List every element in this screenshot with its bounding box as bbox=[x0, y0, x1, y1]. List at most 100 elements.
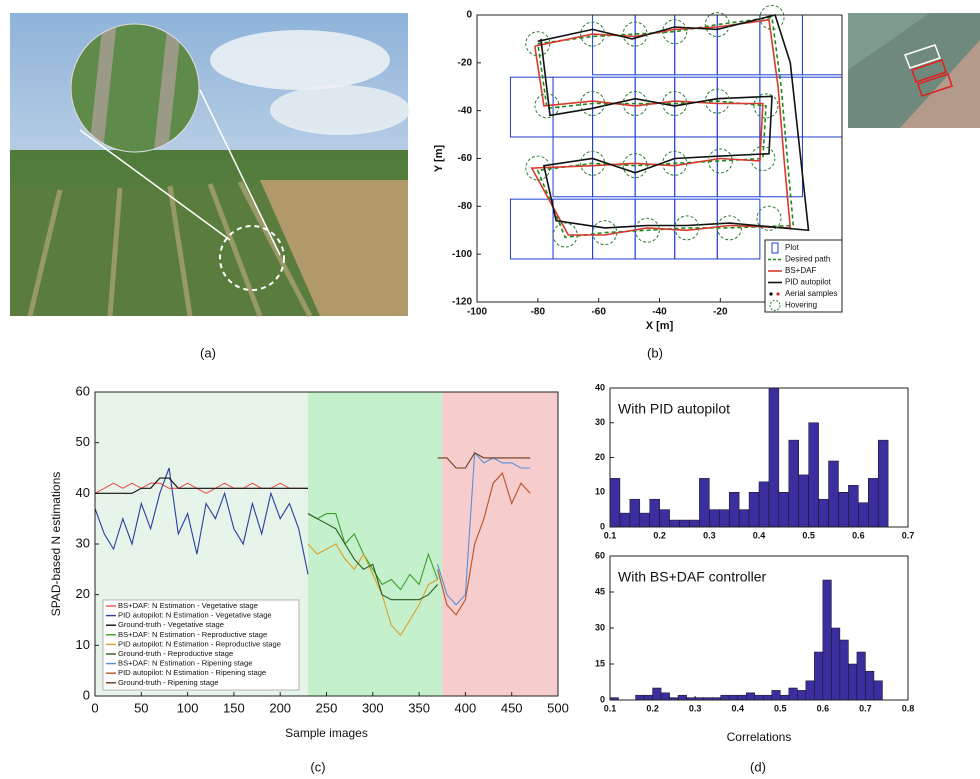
histogram-bar bbox=[635, 694, 645, 701]
inset-image bbox=[848, 13, 980, 128]
histogram-bar bbox=[848, 663, 858, 701]
histogram-bar bbox=[838, 492, 849, 528]
histogram-bar bbox=[629, 498, 641, 528]
hover-circle bbox=[662, 19, 688, 45]
histogram-bar bbox=[771, 690, 781, 701]
histogram-bar bbox=[679, 519, 690, 528]
x-tick-label: 0.4 bbox=[753, 530, 766, 540]
histogram-bar bbox=[643, 694, 653, 701]
histogram-bar bbox=[709, 509, 720, 528]
hover-circle bbox=[634, 217, 660, 243]
annotation: With BS+DAF controller bbox=[618, 569, 767, 585]
hover-circle bbox=[704, 12, 730, 38]
y-tick-label: 10 bbox=[76, 637, 90, 652]
histogram-bar bbox=[737, 694, 747, 701]
histogram-bar bbox=[848, 485, 859, 528]
legend-label: Ground-truth - Vegetative stage bbox=[118, 620, 224, 629]
histogram-bar bbox=[865, 670, 875, 701]
caption: (b) bbox=[647, 345, 663, 360]
legend-label: Ground-truth - Reproductive stage bbox=[118, 649, 233, 658]
y-tick-label: 60 bbox=[76, 383, 90, 398]
histogram-bar bbox=[831, 627, 841, 701]
x-tick-label: -60 bbox=[591, 307, 606, 318]
series-line bbox=[307, 513, 439, 601]
x-tick-label: 0.5 bbox=[774, 703, 787, 713]
legend-label: Aerial samples bbox=[785, 289, 837, 298]
hover-circle bbox=[580, 150, 606, 176]
legend-label: BS+DAF: N Estimation - Ripening stage bbox=[118, 659, 252, 668]
histogram-bar bbox=[689, 519, 700, 528]
histogram-bar bbox=[858, 502, 869, 528]
plot-box bbox=[759, 136, 803, 198]
x-tick-label: 450 bbox=[501, 700, 523, 715]
legend-label: PID autopilot bbox=[785, 278, 832, 287]
series-line bbox=[307, 543, 438, 637]
y-tick-label: 20 bbox=[595, 452, 605, 462]
hover-circle bbox=[622, 21, 648, 47]
histogram-bar bbox=[788, 687, 798, 701]
y-tick-label: -120 bbox=[452, 297, 472, 308]
axes-frame bbox=[609, 387, 909, 528]
x-tick-label: 500 bbox=[547, 700, 569, 715]
histogram-bar bbox=[728, 694, 738, 701]
hover-circle bbox=[704, 88, 730, 114]
x-tick-label: 0 bbox=[91, 700, 98, 715]
legend-label: BS+DAF bbox=[785, 266, 816, 275]
x-tick-label: 0.6 bbox=[852, 530, 865, 540]
y-tick-label: 0 bbox=[600, 521, 605, 531]
hover-circle bbox=[552, 222, 578, 248]
x-tick-label: 0.7 bbox=[859, 703, 872, 713]
histogram-bar bbox=[768, 387, 780, 528]
histogram-bar bbox=[814, 651, 824, 701]
series-line bbox=[95, 477, 308, 494]
x-tick-label: 0.6 bbox=[817, 703, 830, 713]
legend-label: Hovering bbox=[785, 301, 817, 310]
series-line bbox=[537, 14, 810, 232]
legend-label: PID autopilot: N Estimation - Ripening s… bbox=[118, 668, 266, 677]
photo bbox=[10, 13, 410, 318]
histogram-bar bbox=[738, 509, 750, 528]
histogram-bar bbox=[856, 651, 866, 701]
x-tick-label: 200 bbox=[269, 700, 291, 715]
x-tick-label: 0.2 bbox=[653, 530, 666, 540]
series-line bbox=[437, 452, 531, 469]
y-tick-label: -80 bbox=[458, 201, 473, 212]
histogram-bar bbox=[780, 694, 790, 701]
series-line bbox=[437, 472, 531, 616]
y-tick-label: 40 bbox=[595, 382, 605, 392]
stage-band bbox=[307, 392, 443, 696]
histogram-bar bbox=[758, 481, 770, 528]
histogram-bar bbox=[659, 509, 670, 528]
histogram-bar bbox=[877, 439, 889, 528]
histogram-bar bbox=[797, 690, 807, 701]
histogram-bar bbox=[868, 478, 879, 528]
hover-circle bbox=[592, 220, 618, 246]
hover-circle bbox=[622, 90, 648, 116]
y-tick-label: 15 bbox=[595, 658, 605, 668]
histogram-bar bbox=[699, 478, 710, 528]
y-tick-label: 0 bbox=[83, 687, 90, 702]
histogram-bar bbox=[619, 512, 631, 528]
caption: (c) bbox=[310, 759, 325, 774]
y-tick-label: 20 bbox=[76, 586, 90, 601]
histogram-bar bbox=[652, 687, 662, 701]
legend-symbol bbox=[776, 292, 780, 296]
histogram-bar bbox=[639, 512, 650, 528]
hover-circle bbox=[674, 215, 700, 241]
series-line bbox=[307, 513, 439, 591]
histogram-bar bbox=[719, 509, 730, 528]
y-axis-label: SPAD-based N estimations bbox=[49, 472, 63, 617]
legend-label: BS+DAF: N Estimation - Reproductive stag… bbox=[118, 630, 267, 639]
y-tick-label: 45 bbox=[595, 586, 605, 596]
hover-circle bbox=[750, 146, 776, 171]
hover-circle bbox=[707, 148, 733, 174]
hover-circle bbox=[525, 155, 551, 181]
x-tick-label: -40 bbox=[652, 307, 667, 318]
hover-circle bbox=[580, 21, 606, 47]
x-tick-label: 0.8 bbox=[902, 703, 915, 713]
x-tick-label: 250 bbox=[316, 700, 338, 715]
x-tick-label: 0.5 bbox=[802, 530, 815, 540]
histogram-bar bbox=[609, 478, 621, 528]
x-tick-label: 350 bbox=[408, 700, 430, 715]
